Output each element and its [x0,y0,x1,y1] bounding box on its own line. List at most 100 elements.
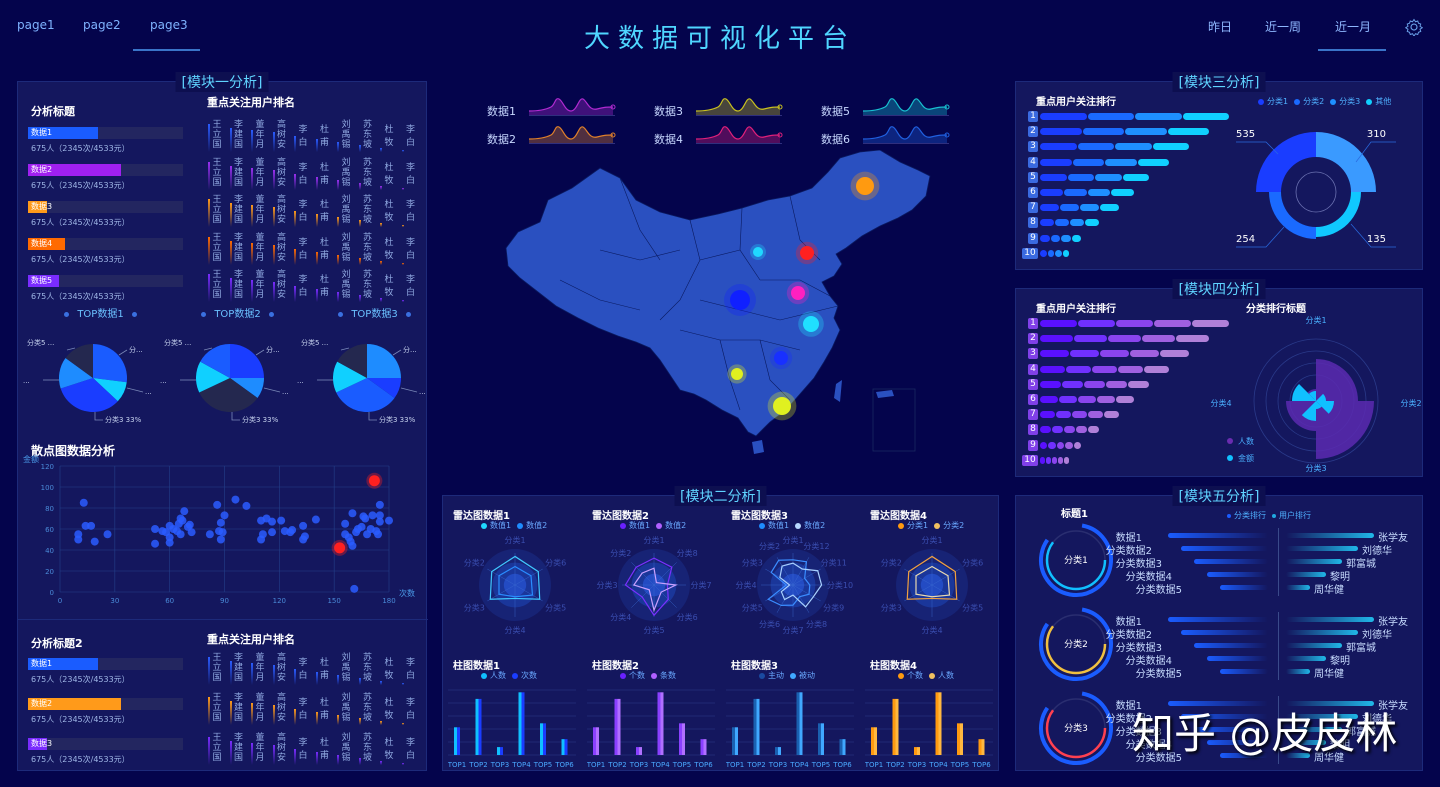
rank-name: 王立国 [212,195,222,225]
module3-panel: [模块三分析] 重点用户关注排行 分类1 分类2 分类3 其他 535 310 254 13… [1015,72,1423,270]
svg-text:分类5 ...: 分类5 ... [164,338,191,347]
svg-text:分类6: 分类6 [545,558,566,568]
rank-segment [1062,249,1069,257]
module5-legend: 分类排行 用户排行 [1221,510,1311,521]
rank-segment [1040,441,1048,449]
category-bar [1181,714,1268,719]
module1-panel: [模块一分析] 分析标题 重点关注用户排名 散点图数据分析 0 20 40 60 80 1… [17,72,428,771]
rank-bar [337,715,339,725]
rank-segment [1152,143,1189,151]
filter-month[interactable]: 近一月 [1335,20,1372,34]
rank-segment [1040,113,1087,120]
rank-name: 董年月 [255,733,265,763]
rank-name: 董年月 [255,157,265,188]
rank-bar [294,286,296,302]
user-label: 周华健 [1314,669,1344,680]
svg-text:分类5: 分类5 [545,603,566,613]
rank-segment [1040,143,1077,151]
svg-text:30: 30 [110,597,119,605]
tab-page3[interactable]: page3 [150,18,188,32]
category-label: 分类数据3 [1115,559,1162,570]
svg-text:分类4: 分类4 [504,625,525,635]
user-label: 张学友 [1378,533,1408,544]
rank-segment [1122,173,1149,181]
svg-text:分类7: 分类7 [782,625,803,635]
progress-fill: 数据1 [28,658,98,670]
rank-name: 李建国 [233,232,243,263]
svg-text:TOP4: TOP4 [511,761,531,769]
svg-text:TOP1: TOP1 [726,761,744,769]
rank-name: 高树安 [276,693,286,723]
svg-text:分类3: 分类3 [596,580,617,590]
rank-segment [1072,158,1104,166]
progress-track: 数据2 [28,698,183,710]
rank-bar [401,763,404,765]
svg-text:分类1: 分类1 [504,535,525,545]
china-map[interactable] [500,150,950,460]
svg-text:分类8: 分类8 [806,619,827,629]
bar-chart-title: 柱图数据1 [453,661,500,672]
rank-segment [1040,173,1067,181]
sparkline-chart [529,126,616,144]
rank-bar [294,136,296,152]
rank-bar [358,718,361,725]
sparkline-label: 数据6 [821,133,850,146]
rank-bar [358,257,361,265]
divider [18,619,428,620]
rank-number: 5 [1028,378,1038,390]
rank-number: 8 [1028,424,1038,436]
svg-text:分类2: 分类2 [881,558,902,568]
rank-segment [1055,249,1062,257]
user-bar [1286,740,1326,745]
rank-bar [401,262,404,265]
tab-page1[interactable]: page1 [17,18,55,32]
rank-bar [315,214,318,227]
rank-name: 李白 [405,162,415,186]
rank-segment [1040,426,1051,434]
rank-bar [337,675,339,685]
rank-segment [1059,396,1077,403]
progress-desc: 675人（2345次/4533元） [31,181,130,190]
progress-track: 数据1 [28,127,183,139]
progress-fill: 数据2 [28,164,121,176]
rank-segment [1040,350,1069,358]
rank-bar [272,244,275,265]
progress-fill: 数据3 [28,201,52,213]
rank-segment [1074,335,1107,343]
rank-segment [1128,380,1149,388]
filter-yesterday[interactable]: 昨日 [1208,20,1233,34]
bar-chart-title: 柱图数据4 [870,661,917,672]
gear-icon[interactable] [1405,18,1423,36]
user-label: 郭富城 [1346,727,1376,738]
tab-page2[interactable]: page2 [83,18,121,32]
rank-segment [1040,249,1047,257]
rank-bar [272,132,275,152]
category-bar [1194,559,1268,564]
rank-segment [1055,219,1069,227]
rank-bar [337,217,339,227]
rank-number: 3 [1028,141,1038,153]
radar-chart: 分类1 分类6 分类5 分类4 分类3 分类2 [881,535,984,635]
category-bar [1168,617,1268,622]
rank-segment [1072,411,1087,419]
user-bar [1286,546,1358,551]
rank-segment [1115,143,1152,151]
bar-chart: TOP1 TOP2 TOP3 TOP4 TOP5 TOP6 [865,689,993,769]
rank-bar [251,280,253,302]
rank-segment [1095,173,1122,181]
filter-week[interactable]: 近一周 [1265,20,1302,34]
rank-segment [1070,350,1099,358]
rank-name: 苏东坡 [362,693,372,723]
rank-segment [1048,441,1056,449]
analysis2-title: 分析标题2 [31,637,83,650]
rank-name: 李建国 [233,693,243,723]
rank-name: 杜牧 [384,162,394,186]
rank-name: 苏东坡 [362,157,372,188]
user-label: 郭富城 [1346,643,1376,654]
progress-fill: 数据1 [28,127,98,139]
bar-legend: 人数 次数 [475,670,537,681]
module4-title: [模块四分析] [1172,279,1266,299]
category-bar [1207,740,1268,745]
svg-text:分类3: 分类3 [881,603,902,613]
